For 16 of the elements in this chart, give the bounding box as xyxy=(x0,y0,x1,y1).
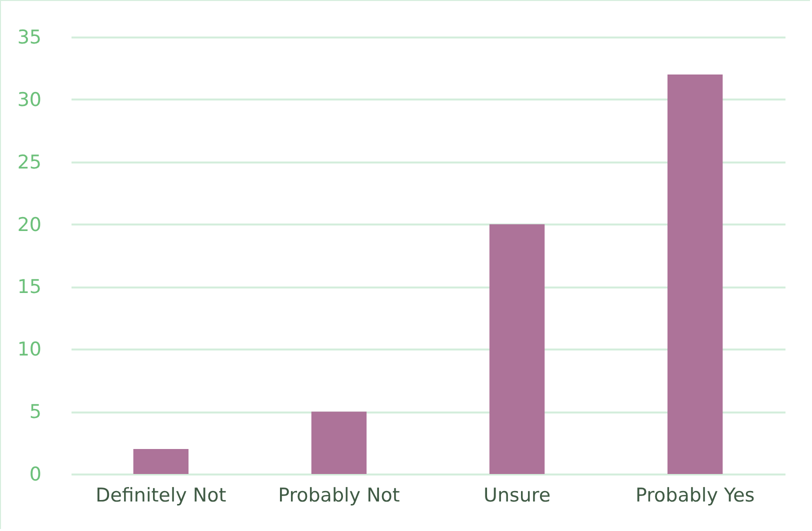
y-tick-label: 15 xyxy=(17,276,42,298)
bar xyxy=(133,449,189,474)
y-tick-label: 25 xyxy=(17,151,42,174)
y-tick-label: 10 xyxy=(17,338,42,361)
y-tick-label: 0 xyxy=(29,464,42,486)
bar xyxy=(667,74,723,474)
x-tick-label: Unsure xyxy=(484,484,551,506)
bar xyxy=(489,224,545,474)
bar xyxy=(311,412,367,474)
y-tick-label: 30 xyxy=(17,88,42,111)
y-tick-label: 35 xyxy=(17,26,42,48)
x-tick-label: Definitely Not xyxy=(96,484,226,506)
y-tick-label: 20 xyxy=(17,214,42,236)
x-tick-label: Probably Not xyxy=(278,484,400,506)
x-tick-label: Probably Yes xyxy=(636,484,755,506)
y-tick-label: 5 xyxy=(29,401,42,424)
